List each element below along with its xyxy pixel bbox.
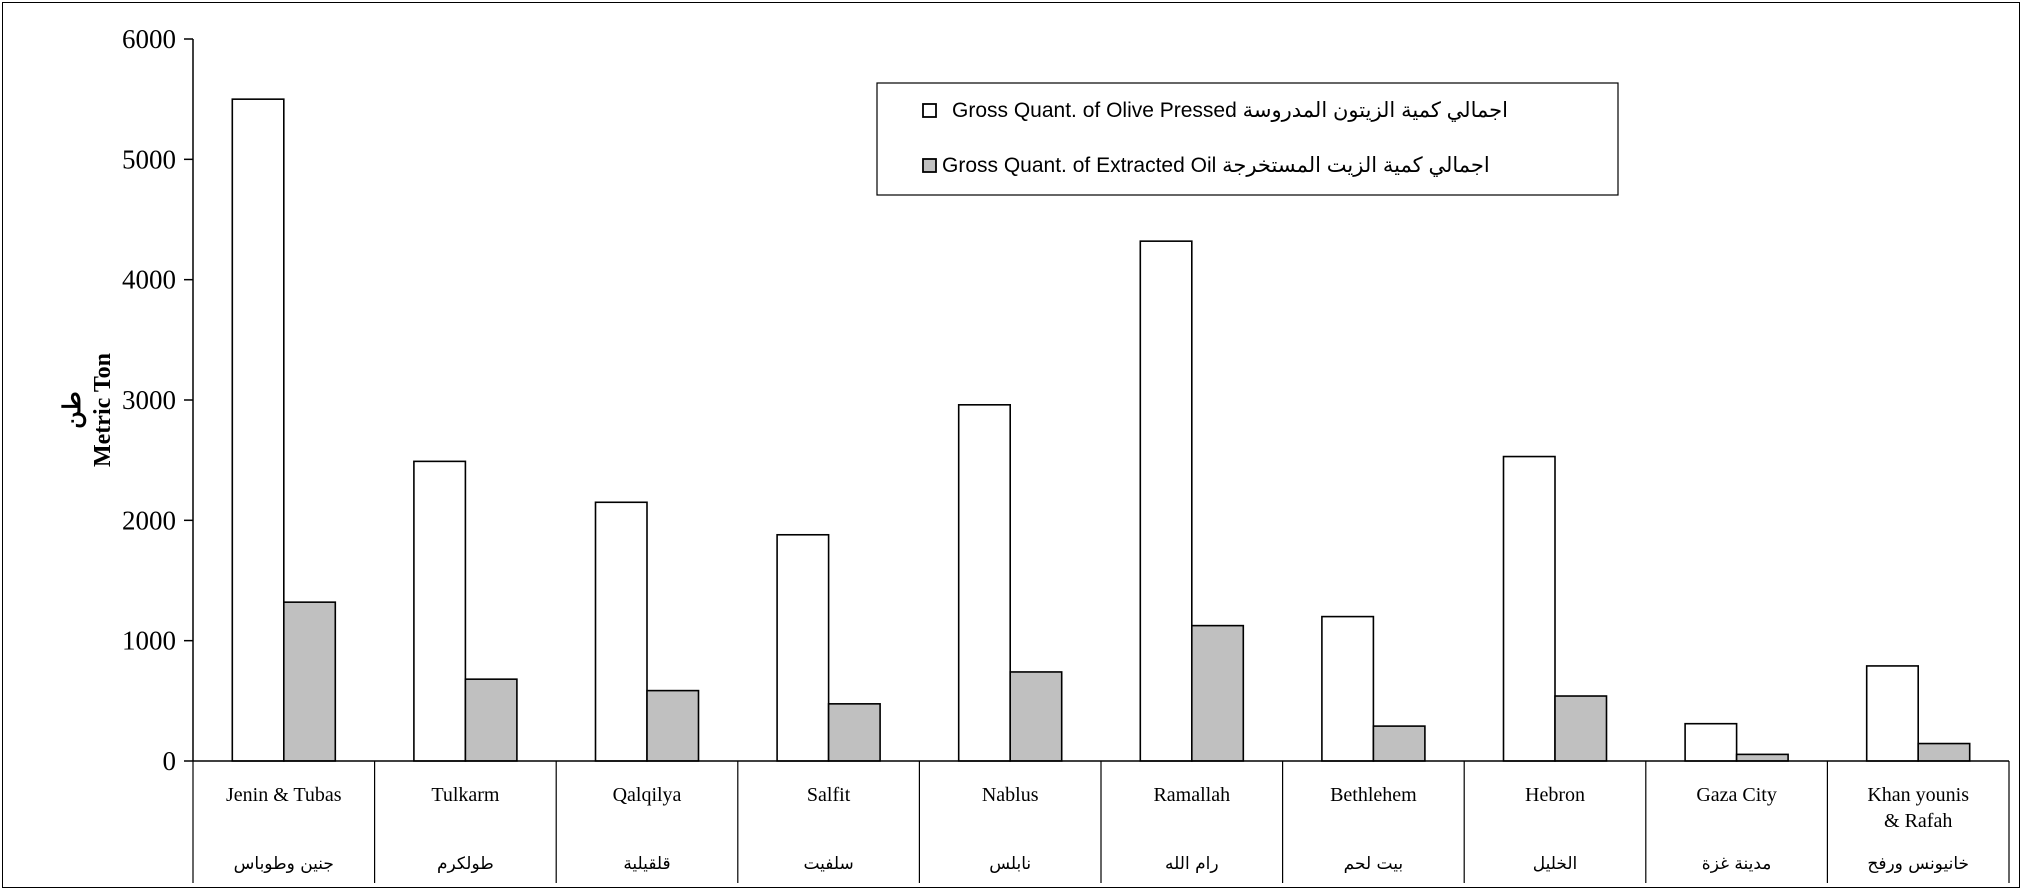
- x-category-label-arabic: نابلس: [989, 854, 1031, 874]
- bar-extracted-oil: [1735, 753, 1789, 762]
- bar-extracted-oil: [1009, 671, 1063, 762]
- bar-olive-pressed: [1865, 665, 1919, 762]
- y-axis: 0 1000 2000 3000 4000 5000 6000: [122, 24, 194, 776]
- x-category-label-arabic: رام الله: [1165, 854, 1219, 874]
- x-category-label-arabic: سلفيت: [803, 854, 853, 874]
- y-tick-label: 5000: [122, 144, 176, 174]
- x-category-label: Bethlehem: [1330, 784, 1417, 806]
- bar-olive-pressed: [957, 404, 1012, 762]
- legend-swatch-olive-pressed: [922, 103, 937, 118]
- bar-extracted-oil: [464, 678, 518, 762]
- bar-extracted-oil: [646, 689, 700, 762]
- legend-box: [876, 82, 1619, 196]
- bar-olive-pressed: [231, 98, 285, 762]
- legend-label-extracted-oil: Gross Quant. of Extracted Oil اجمالي كمي…: [942, 154, 1490, 177]
- x-category-label-arabic: الخليل: [1533, 854, 1578, 874]
- x-category-label: Nablus: [982, 784, 1039, 806]
- bar-olive-pressed: [1321, 615, 1375, 762]
- x-category-label: Jenin & Tubas: [226, 784, 342, 806]
- legend-swatch-extracted-oil: [922, 158, 937, 173]
- x-category-label: Ramallah: [1153, 784, 1230, 806]
- x-category-label-arabic: طولكرم: [437, 854, 494, 874]
- x-axis: Jenin & Tubas جنين وطوباس Tulkarm طولكرم Qal…: [192, 760, 2010, 883]
- x-category-label: Tulkarm: [431, 784, 500, 806]
- x-category-label: Salfit: [807, 784, 851, 806]
- bar-olive-pressed: [1502, 455, 1556, 762]
- x-category-label: Qalqilya: [613, 784, 682, 806]
- y-tick-label: 6000: [122, 24, 176, 54]
- x-category-label-arabic: بيت لحم: [1344, 854, 1403, 874]
- x-category-label-arabic: خانيونس ورفح: [1867, 854, 1969, 874]
- x-category-label: Gaza City: [1696, 784, 1777, 806]
- bar-olive-pressed: [1139, 240, 1193, 762]
- y-tick-label: 4000: [122, 265, 176, 295]
- x-category-label-arabic: مدينة غزة: [1702, 854, 1772, 874]
- x-category-label-arabic: قلقيلية: [623, 854, 670, 874]
- x-category-label-arabic: جنين وطوباس: [234, 854, 334, 874]
- bar-olive-pressed: [413, 460, 467, 762]
- bar-olive-pressed: [1684, 722, 1738, 762]
- bar-extracted-oil: [1372, 725, 1426, 762]
- bar-extracted-oil: [282, 601, 337, 762]
- x-category-label: Hebron: [1525, 784, 1585, 806]
- y-tick-label: 0: [163, 746, 177, 776]
- bar-extracted-oil: [827, 703, 881, 762]
- y-axis-label-arabic: طن: [60, 391, 87, 428]
- bar-extracted-oil: [1191, 624, 1245, 762]
- legend: Gross Quant. of Olive Pressed اجمالي كمي…: [876, 82, 1619, 196]
- x-category-label: Khan younis & Rafah: [1867, 784, 1969, 832]
- y-tick-label: 1000: [122, 626, 176, 656]
- bar-extracted-oil: [1554, 695, 1608, 762]
- bars-group: [231, 98, 1971, 762]
- legend-label-olive-pressed: Gross Quant. of Olive Pressed اجمالي كمي…: [952, 99, 1508, 122]
- y-tick-label: 3000: [122, 385, 176, 415]
- bar-olive-pressed: [776, 533, 830, 762]
- y-tick-label: 2000: [122, 505, 176, 535]
- bar-olive-pressed: [594, 501, 648, 762]
- bar-extracted-oil: [1917, 742, 1971, 762]
- y-axis-label: Metric Ton: [90, 353, 116, 467]
